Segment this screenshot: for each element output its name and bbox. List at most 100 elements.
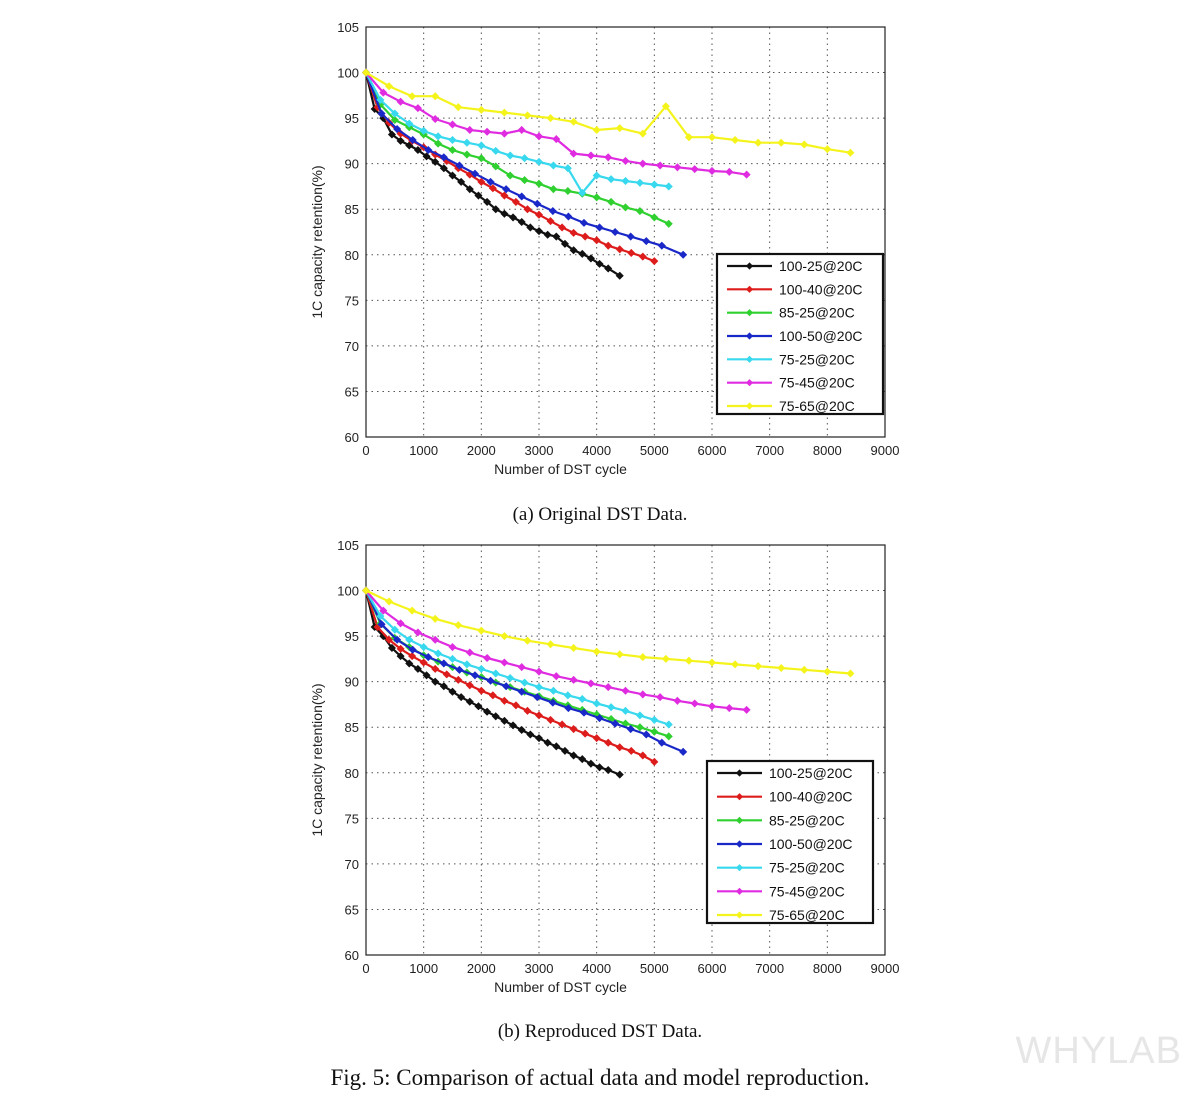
data-point: [422, 671, 431, 680]
data-point: [607, 703, 616, 712]
data-point: [707, 133, 717, 142]
data-point: [800, 140, 809, 149]
data-point: [486, 177, 495, 186]
legend-label: 100-50@20C: [769, 836, 853, 852]
plot-area: [365, 26, 886, 438]
data-point: [439, 659, 448, 668]
data-point: [635, 178, 644, 187]
data-point: [465, 125, 474, 134]
data-point: [413, 145, 422, 155]
data-point: [502, 682, 511, 691]
data-point: [615, 245, 624, 254]
data-point: [500, 108, 509, 117]
data-point: [533, 693, 542, 702]
data-point: [439, 164, 448, 173]
data-point: [679, 747, 688, 756]
data-point: [534, 157, 544, 166]
data-point: [549, 185, 558, 194]
data-point: [638, 129, 647, 138]
data-point: [465, 681, 474, 690]
data-point: [534, 711, 544, 720]
series-line: [365, 589, 851, 675]
data-point: [777, 663, 786, 673]
data-point: [361, 68, 371, 77]
data-point: [563, 691, 572, 700]
data-point: [448, 135, 457, 145]
data-point: [431, 614, 440, 623]
data-point: [560, 746, 569, 755]
data-point: [385, 118, 394, 127]
y-tick-label: 90: [345, 675, 359, 690]
data-point: [465, 697, 474, 706]
data-point: [604, 766, 613, 775]
data-point: [526, 223, 535, 232]
data-point: [377, 620, 386, 629]
data-point: [656, 693, 665, 702]
y-tick-label: 85: [345, 720, 359, 735]
x-tick-label: 5000: [640, 961, 669, 976]
legend-swatch-marker: [745, 379, 754, 387]
caption-original: (a) Original DST Data.: [513, 504, 688, 525]
data-point: [488, 184, 497, 193]
data-point: [454, 675, 463, 684]
data-point: [546, 217, 555, 226]
data-point: [586, 151, 595, 160]
y-tick-label: 95: [345, 111, 359, 126]
x-tick-label: 6000: [698, 961, 727, 976]
series-line: [365, 71, 747, 176]
data-point: [448, 145, 457, 155]
data-point: [664, 182, 673, 191]
data-point: [462, 660, 471, 669]
data-point: [661, 654, 670, 663]
data-point: [387, 643, 396, 652]
data-point: [578, 694, 587, 704]
data-point: [431, 635, 440, 644]
series-75-25@20C: [361, 586, 673, 729]
data-point: [549, 686, 558, 695]
data-point: [621, 176, 630, 186]
x-tick-label: 9000: [871, 961, 900, 976]
data-point: [626, 232, 635, 241]
data-point: [396, 619, 405, 628]
x-tick-label: 1000: [409, 443, 438, 458]
x-tick-label: 8000: [813, 443, 842, 458]
data-point: [477, 664, 486, 673]
x-tick-label: 4000: [582, 961, 611, 976]
legend-label: 75-45@20C: [779, 375, 855, 391]
y-tick-label: 95: [345, 629, 359, 644]
data-point: [413, 628, 422, 637]
data-point: [376, 612, 385, 621]
data-point: [569, 725, 578, 734]
figure-caption: Fig. 5: Comparison of actual data and mo…: [330, 1065, 869, 1090]
data-point: [638, 653, 647, 662]
data-point: [657, 738, 666, 747]
data-point: [604, 153, 613, 162]
data-point: [569, 228, 578, 237]
data-point: [638, 690, 647, 699]
data-point: [523, 706, 532, 715]
data-point: [777, 138, 786, 147]
data-point: [477, 141, 486, 150]
data-point: [742, 705, 751, 714]
data-point: [523, 111, 532, 120]
data-point: [483, 653, 492, 663]
data-point: [477, 686, 486, 695]
data-point: [642, 237, 651, 246]
data-point: [560, 239, 569, 248]
data-point: [465, 648, 474, 657]
data-point: [396, 97, 405, 106]
data-point: [500, 696, 509, 705]
data-point: [650, 180, 659, 189]
data-point: [534, 227, 544, 236]
data-point: [448, 643, 457, 652]
data-point: [424, 653, 433, 662]
data-point: [405, 635, 414, 644]
data-point: [448, 171, 457, 180]
data-point: [491, 712, 500, 721]
data-point: [534, 683, 544, 692]
data-point: [579, 708, 589, 717]
data-point: [387, 130, 396, 139]
data-point: [569, 246, 578, 255]
data-point: [419, 643, 428, 652]
data-point: [422, 152, 431, 161]
